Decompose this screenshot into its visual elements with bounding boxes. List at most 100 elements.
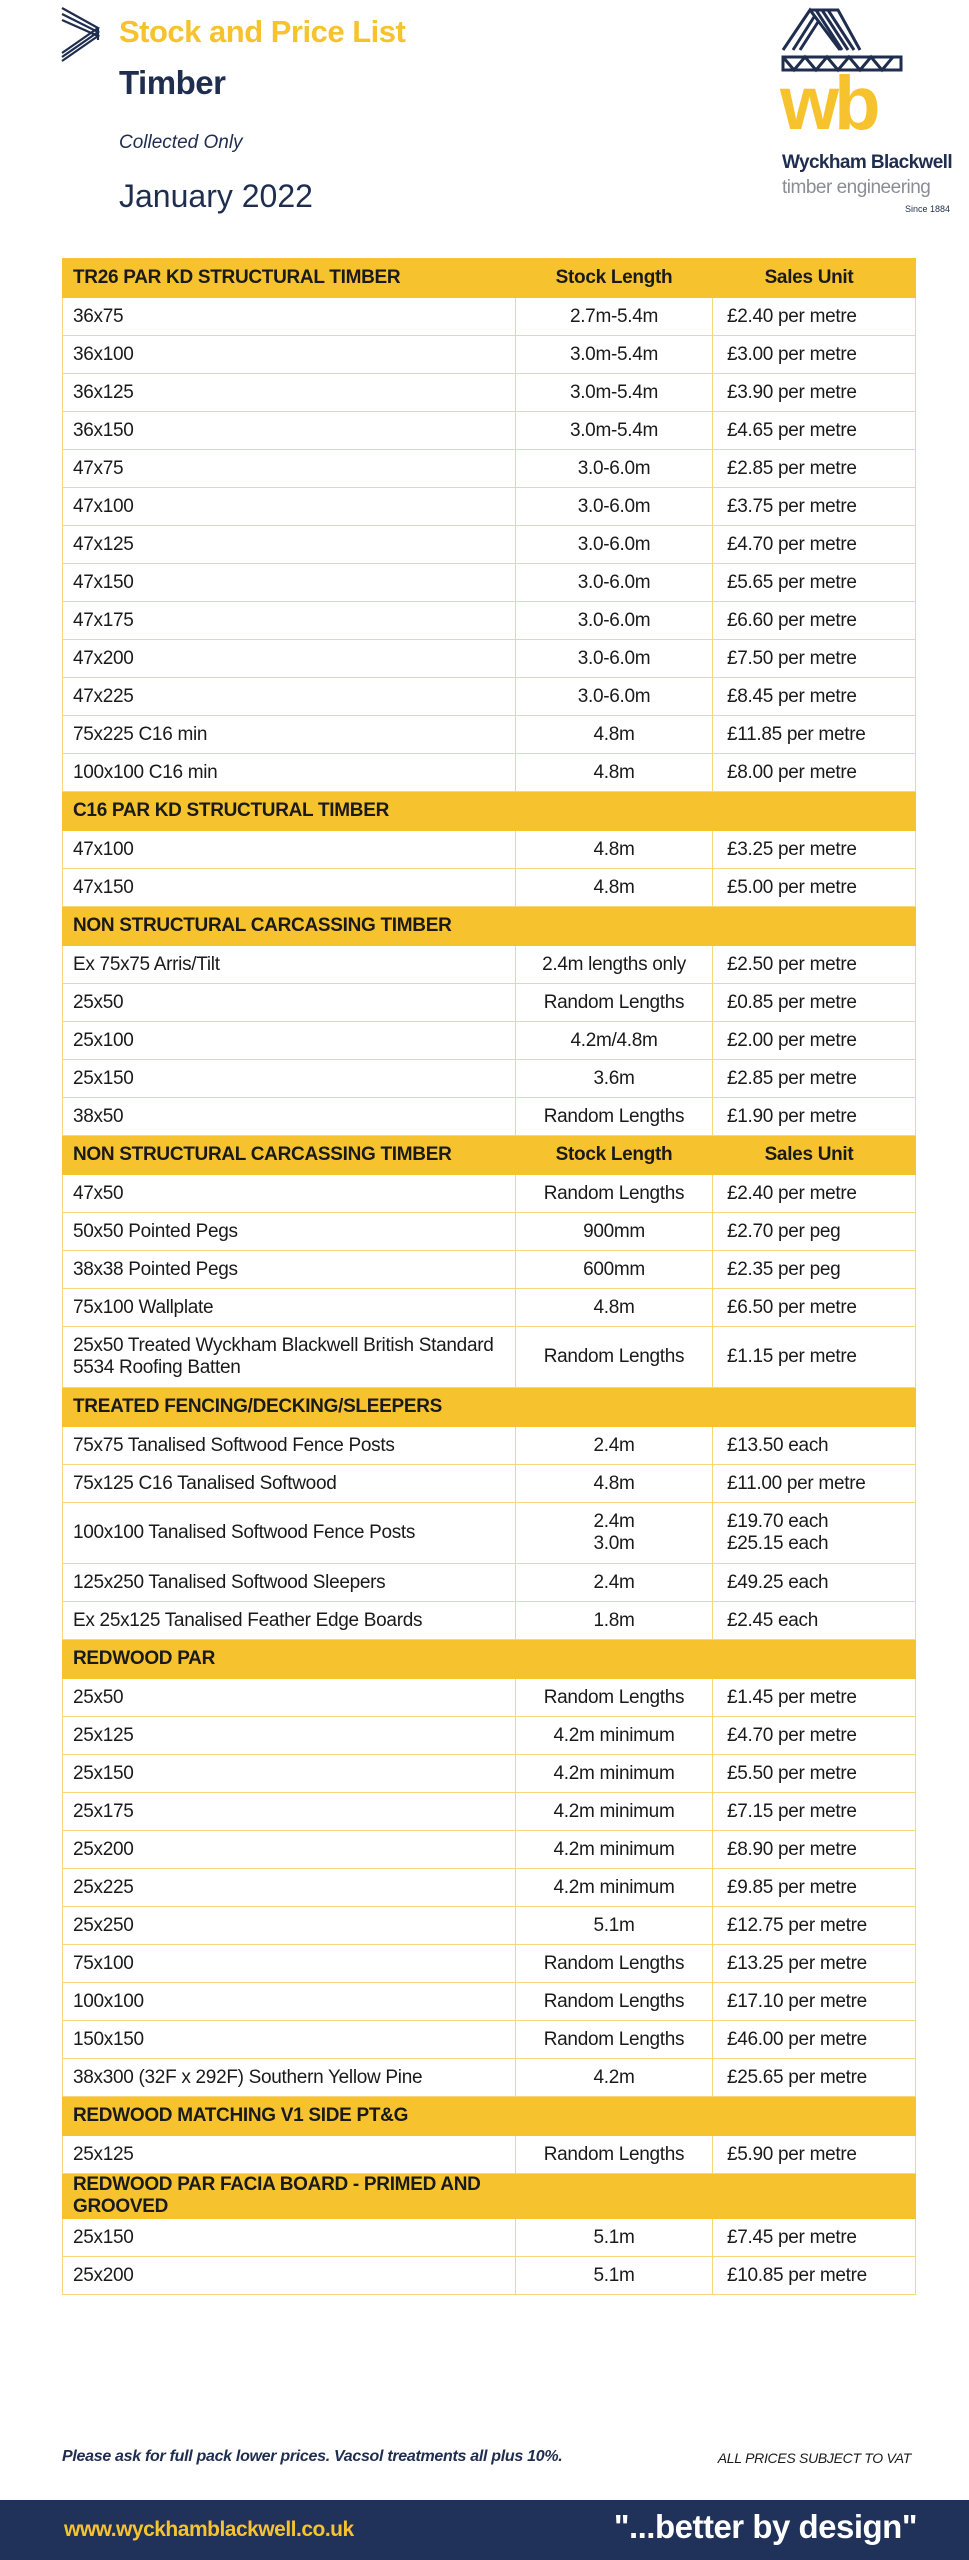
table-row: 47x100 3.0-6.0m £3.75 per metre <box>62 487 916 526</box>
sales-unit-cell: £3.75 per metre <box>712 487 916 526</box>
sales-unit-cell: £4.70 per metre <box>712 525 916 564</box>
product-cell: 36x75 <box>62 297 516 336</box>
section-header: REDWOOD MATCHING V1 SIDE PT&G <box>62 2096 916 2136</box>
section-title: REDWOOD PAR FACIA BOARD - PRIMED AND GRO… <box>62 2173 516 2219</box>
table-row: 36x100 3.0m-5.4m £3.00 per metre <box>62 335 916 374</box>
stock-length-cell: Random Lengths <box>515 983 713 1022</box>
stock-length-cell: 3.0-6.0m <box>515 525 713 564</box>
logo-letters: wb <box>780 61 878 140</box>
price-table: TR26 PAR KD STRUCTURAL TIMBER Stock Lengt… <box>62 258 916 2295</box>
column-header-stock-length <box>515 906 713 946</box>
stock-length-cell: Random Lengths <box>515 2135 713 2174</box>
sales-unit-cell: £4.65 per metre <box>712 411 916 450</box>
table-row: 25x100 4.2m/4.8m £2.00 per metre <box>62 1021 916 1060</box>
sales-unit-cell: £11.85 per metre <box>712 715 916 754</box>
sales-unit-cell: £19.70 each £25.15 each <box>712 1502 916 1564</box>
column-header-stock-length <box>515 1639 713 1679</box>
sales-unit-cell: £3.00 per metre <box>712 335 916 374</box>
stock-length-cell: 2.4m lengths only <box>515 945 713 984</box>
table-row: 75x75 Tanalised Softwood Fence Posts 2.4m… <box>62 1426 916 1465</box>
stock-length-cell: 3.0m-5.4m <box>515 411 713 450</box>
product-cell: 38x300 (32F x 292F) Southern Yellow Pine <box>62 2058 516 2097</box>
column-header-stock-length: Stock Length <box>515 1135 713 1175</box>
product-cell: 38x50 <box>62 1097 516 1136</box>
column-header-sales-unit <box>712 906 916 946</box>
pack-price-note: Please ask for full pack lower prices. V… <box>62 2448 563 2465</box>
stock-length-cell: 2.4m <box>515 1563 713 1602</box>
stock-length-cell: 900mm <box>515 1212 713 1251</box>
table-row: 36x150 3.0m-5.4m £4.65 per metre <box>62 411 916 450</box>
product-cell: Ex 75x75 Arris/Tilt <box>62 945 516 984</box>
sales-unit-cell: £2.70 per peg <box>712 1212 916 1251</box>
sales-unit-cell: £2.40 per metre <box>712 1174 916 1213</box>
stock-length-cell: 5.1m <box>515 1906 713 1945</box>
footer-tagline: "...better by design" <box>613 2508 918 2545</box>
product-cell: 25x200 <box>62 1830 516 1869</box>
table-row: 47x50 Random Lengths £2.40 per metre <box>62 1174 916 1213</box>
column-header-stock-length <box>515 2173 713 2219</box>
column-header-sales-unit <box>712 791 916 831</box>
table-row: 100x100 C16 min 4.8m £8.00 per metre <box>62 753 916 792</box>
column-header-sales-unit <box>712 1387 916 1427</box>
product-cell: 150x150 <box>62 2020 516 2059</box>
section-header: TREATED FENCING/DECKING/SLEEPERS <box>62 1387 916 1427</box>
sales-unit-cell: £8.00 per metre <box>712 753 916 792</box>
stock-length-cell: 2.4m 3.0m <box>515 1502 713 1564</box>
section-header: REDWOOD PAR <box>62 1639 916 1679</box>
stock-length-cell: 600mm <box>515 1250 713 1289</box>
table-row: 25x200 5.1m £10.85 per metre <box>62 2256 916 2295</box>
stock-length-cell: 4.8m <box>515 753 713 792</box>
website-link[interactable]: www.wyckhamblackwell.co.uk <box>64 2518 354 2541</box>
table-row: 50x50 Pointed Pegs 900mm £2.70 per peg <box>62 1212 916 1251</box>
chevron-stripes-icon <box>61 7 101 62</box>
product-cell: 36x125 <box>62 373 516 412</box>
section-header: NON STRUCTURAL CARCASSING TIMBER Stock Le… <box>62 1135 916 1175</box>
sales-unit-cell: £46.00 per metre <box>712 2020 916 2059</box>
stock-length-cell: 3.0-6.0m <box>515 449 713 488</box>
table-row: 36x75 2.7m-5.4m £2.40 per metre <box>62 297 916 336</box>
table-row: 25x150 5.1m £7.45 per metre <box>62 2218 916 2257</box>
section-header: TR26 PAR KD STRUCTURAL TIMBER Stock Lengt… <box>62 258 916 298</box>
document-subtitle: Timber <box>119 64 226 101</box>
table-row: 25x125 4.2m minimum £4.70 per metre <box>62 1716 916 1755</box>
table-row: 25x50 Treated Wyckham Blackwell British … <box>62 1326 916 1388</box>
table-row: 47x125 3.0-6.0m £4.70 per metre <box>62 525 916 564</box>
sales-unit-cell: £2.35 per peg <box>712 1250 916 1289</box>
table-row: 38x50 Random Lengths £1.90 per metre <box>62 1097 916 1136</box>
product-cell: 25x125 <box>62 1716 516 1755</box>
stock-length-cell: Random Lengths <box>515 1944 713 1983</box>
stock-length-cell: 3.0m-5.4m <box>515 373 713 412</box>
table-row: 25x150 4.2m minimum £5.50 per metre <box>62 1754 916 1793</box>
product-cell: 100x100 <box>62 1982 516 2021</box>
stock-length-cell: 4.2m minimum <box>515 1830 713 1869</box>
product-cell: 100x100 C16 min <box>62 753 516 792</box>
section-title: NON STRUCTURAL CARCASSING TIMBER <box>62 906 516 946</box>
column-header-sales-unit: Sales Unit <box>712 1135 916 1175</box>
sales-unit-cell: £2.85 per metre <box>712 1059 916 1098</box>
stock-length-cell: 4.8m <box>515 715 713 754</box>
sales-unit-cell: £3.25 per metre <box>712 830 916 869</box>
sales-unit-cell: £5.90 per metre <box>712 2135 916 2174</box>
stock-length-cell: 3.6m <box>515 1059 713 1098</box>
column-header-sales-unit <box>712 1639 916 1679</box>
stock-length-cell: Random Lengths <box>515 1097 713 1136</box>
sales-unit-cell: £0.85 per metre <box>712 983 916 1022</box>
table-row: 25x250 5.1m £12.75 per metre <box>62 1906 916 1945</box>
table-row: 25x200 4.2m minimum £8.90 per metre <box>62 1830 916 1869</box>
stock-length-cell: 3.0-6.0m <box>515 677 713 716</box>
stock-length-cell: 3.0-6.0m <box>515 639 713 678</box>
sales-unit-cell: £13.50 each <box>712 1426 916 1465</box>
product-cell: 36x100 <box>62 335 516 374</box>
sales-unit-cell: £7.50 per metre <box>712 639 916 678</box>
product-cell: 25x250 <box>62 1906 516 1945</box>
sales-unit-cell: £5.50 per metre <box>712 1754 916 1793</box>
sales-unit-cell: £8.45 per metre <box>712 677 916 716</box>
section-header: NON STRUCTURAL CARCASSING TIMBER <box>62 906 916 946</box>
stock-length-cell: 3.0-6.0m <box>515 487 713 526</box>
product-cell: 47x75 <box>62 449 516 488</box>
column-header-stock-length <box>515 791 713 831</box>
stock-length-cell: 3.0m-5.4m <box>515 335 713 374</box>
stock-length-cell: 4.8m <box>515 830 713 869</box>
product-cell: 47x150 <box>62 868 516 907</box>
section-title: C16 PAR KD STRUCTURAL TIMBER <box>62 791 516 831</box>
